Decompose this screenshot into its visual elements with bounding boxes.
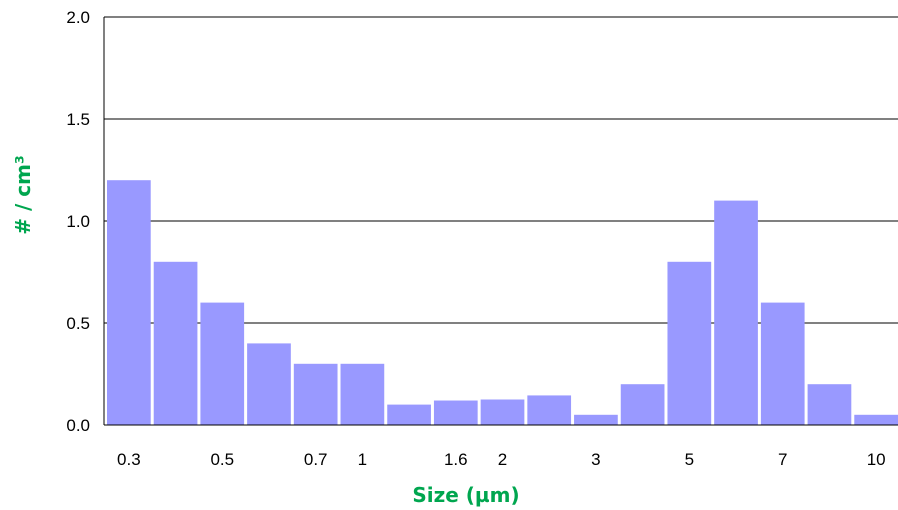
x-tick-label: 3	[591, 450, 600, 469]
bar	[153, 261, 198, 425]
bar	[620, 384, 665, 425]
bar	[574, 414, 618, 425]
bar	[107, 180, 151, 425]
bars	[107, 180, 898, 425]
bar	[433, 400, 478, 425]
y-tick-labels: 0.0 0.5 1.0 1.5 2.0	[66, 8, 90, 435]
y-tick-label: 1.0	[66, 212, 90, 231]
x-tick-label: 0.5	[210, 450, 234, 469]
bar	[387, 404, 431, 425]
y-axis-title: # / cm³	[11, 155, 35, 234]
bar	[480, 399, 525, 425]
y-tick-label: 2.0	[66, 8, 90, 27]
x-axis-title: Size (µm)	[412, 483, 519, 507]
x-tick-label: 10	[867, 450, 886, 469]
bar	[340, 363, 385, 425]
x-tick-label: 1	[358, 450, 367, 469]
bar	[200, 302, 245, 425]
bar	[667, 261, 712, 425]
x-tick-label: 5	[685, 450, 694, 469]
x-tick-label: 1.6	[444, 450, 468, 469]
y-tick-label: 1.5	[66, 110, 90, 129]
x-tick-label: 0.3	[117, 450, 141, 469]
bar	[854, 414, 898, 425]
bar	[527, 395, 572, 425]
bar	[293, 363, 338, 425]
x-tick-labels: 0.3 0.5 0.7 1 1.6 2 3 5 7 10	[117, 450, 886, 469]
x-tick-label: 0.7	[304, 450, 328, 469]
x-tick-label: 2	[498, 450, 507, 469]
y-tick-label: 0.5	[66, 314, 90, 333]
bar	[247, 343, 291, 425]
axes	[103, 17, 898, 426]
y-tick-label: 0.0	[66, 416, 90, 435]
bar	[807, 384, 852, 425]
bar	[714, 200, 758, 425]
bar	[760, 302, 805, 425]
x-tick-label: 7	[778, 450, 787, 469]
